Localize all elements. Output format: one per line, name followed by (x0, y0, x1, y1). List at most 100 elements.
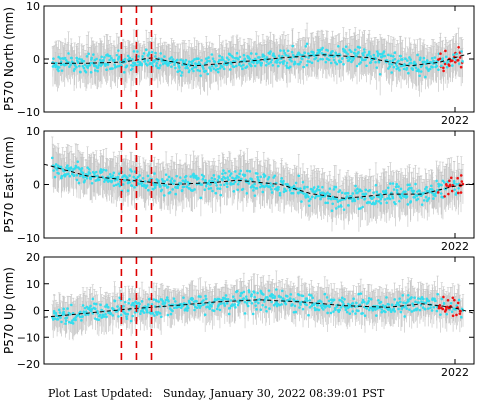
data-point (125, 65, 129, 68)
data-point (382, 50, 386, 53)
data-point (425, 189, 429, 193)
data-point (159, 64, 162, 67)
data-point (166, 185, 170, 189)
data-point (150, 50, 154, 54)
data-point (414, 66, 418, 70)
data-point (104, 64, 107, 67)
data-point (377, 200, 381, 203)
data-point (297, 191, 300, 195)
data-point (445, 65, 449, 69)
data-point (202, 175, 205, 178)
data-point (164, 173, 168, 176)
data-point (145, 63, 149, 67)
data-point (431, 65, 434, 69)
data-point (57, 55, 60, 59)
data-point (282, 59, 286, 63)
data-point (328, 192, 332, 196)
data-point (307, 204, 311, 207)
data-point (172, 58, 175, 61)
data-point (435, 188, 439, 192)
data-point (60, 174, 64, 178)
data-point (271, 184, 275, 188)
data-point (100, 170, 104, 174)
data-point (215, 184, 218, 187)
data-point (223, 183, 226, 187)
data-point (52, 57, 55, 60)
data-point (294, 62, 297, 65)
data-point (457, 62, 461, 65)
rapid-point (444, 49, 447, 53)
data-point (461, 60, 464, 63)
data-point (253, 64, 257, 68)
data-point (427, 196, 431, 200)
data-point (136, 50, 139, 53)
data-point (245, 192, 249, 195)
data-point (114, 65, 117, 69)
data-point (209, 186, 213, 190)
data-point (96, 69, 99, 73)
data-point (351, 192, 355, 195)
data-point (137, 55, 140, 58)
data-point (372, 196, 375, 199)
data-point (276, 64, 280, 68)
data-point (267, 62, 270, 65)
data-point (228, 174, 232, 177)
data-point (346, 191, 350, 195)
rapid-point (439, 52, 442, 55)
data-point (200, 173, 204, 177)
rapid-point (449, 176, 453, 180)
data-point (85, 55, 89, 58)
data-point (68, 168, 71, 172)
data-point (307, 52, 310, 55)
data-point (50, 156, 54, 160)
data-point (255, 187, 259, 190)
data-point (97, 63, 101, 67)
data-point (103, 56, 106, 59)
data-point (68, 65, 71, 69)
data-point (65, 166, 68, 169)
data-point (218, 66, 222, 70)
data-point (173, 63, 176, 67)
data-point (362, 48, 366, 51)
data-point (116, 175, 120, 179)
data-point (383, 54, 387, 58)
data-point (282, 190, 286, 194)
data-point (227, 178, 230, 182)
data-point (228, 53, 232, 57)
data-point (422, 56, 426, 60)
data-point (106, 63, 110, 66)
data-point (123, 57, 127, 61)
data-point (395, 64, 399, 68)
data-point (367, 50, 371, 54)
data-point (327, 197, 330, 200)
data-point (335, 62, 339, 66)
data-point (277, 185, 280, 189)
data-point (298, 53, 302, 56)
data-point (197, 57, 200, 61)
data-point (178, 66, 181, 69)
data-point (226, 176, 229, 179)
data-point (167, 175, 171, 179)
data-point (231, 176, 234, 180)
data-point (92, 53, 95, 56)
data-point (87, 52, 90, 56)
data-point (75, 178, 79, 182)
data-point (342, 208, 346, 211)
data-point (157, 179, 160, 182)
data-point (186, 180, 189, 184)
data-point (430, 184, 433, 188)
data-point (324, 60, 328, 64)
data-point (432, 197, 435, 200)
data-point (341, 57, 344, 60)
data-point (263, 185, 266, 189)
data-point (319, 57, 322, 61)
data-point (222, 67, 226, 71)
data-point (409, 200, 413, 203)
data-point (248, 57, 252, 61)
rapid-point (453, 60, 457, 64)
data-point (407, 71, 410, 75)
data-point (377, 195, 381, 199)
data-point (284, 189, 288, 192)
data-point (282, 179, 285, 183)
data-point (221, 58, 225, 61)
